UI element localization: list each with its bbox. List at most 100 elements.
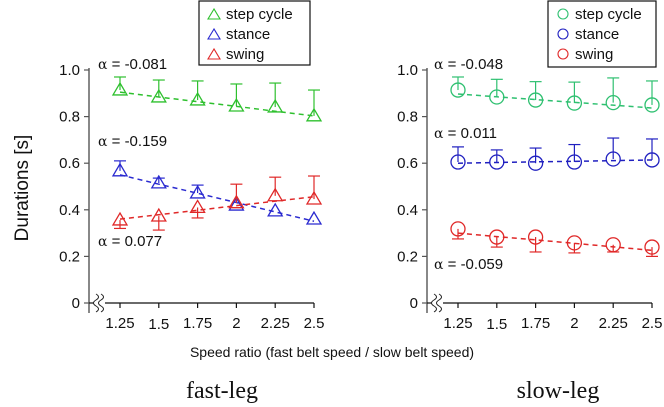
legend-triangle-icon xyxy=(207,7,221,20)
data-point xyxy=(228,97,245,112)
data-point xyxy=(566,235,583,251)
trend-line xyxy=(119,91,315,117)
x-tick-label: 1.25 xyxy=(105,315,134,332)
legend-label: swing xyxy=(226,46,264,63)
y-tick-label: 0.2 xyxy=(397,248,418,265)
series-step-cycle: α = -0.048 xyxy=(434,56,660,113)
legend-slow-leg: step cycle stance swing xyxy=(547,0,657,68)
data-point xyxy=(150,207,167,222)
data-point xyxy=(267,98,284,113)
alpha-annotation: α = 0.077 xyxy=(98,233,162,250)
alpha-annotation: α = -0.081 xyxy=(98,56,167,73)
axis-break-icon xyxy=(98,293,104,313)
x-tick-label: 1.75 xyxy=(521,315,550,332)
y-axis-title: Durations [s] xyxy=(12,135,33,242)
legend-triangle-icon xyxy=(207,27,221,40)
y-tick-label: 0.2 xyxy=(59,248,80,265)
trend-line xyxy=(457,232,653,252)
data-point xyxy=(150,174,167,189)
y-tick-label: 0.8 xyxy=(59,109,80,126)
data-point xyxy=(527,92,544,108)
panel-title-fast-leg: fast-leg xyxy=(186,378,258,404)
series-stance: α = 0.011 xyxy=(434,125,660,171)
y-tick-label: 0 xyxy=(72,295,80,312)
data-point xyxy=(267,202,284,217)
y-tick-label: 1.0 xyxy=(397,62,418,79)
x-tick-label: 1.75 xyxy=(183,315,212,332)
x-tick-label: 2.5 xyxy=(642,315,663,332)
data-point xyxy=(305,210,323,225)
trend-line xyxy=(457,159,653,164)
data-point xyxy=(644,239,660,255)
alpha-annotation: α = -0.048 xyxy=(434,56,503,73)
legend-box xyxy=(547,0,657,68)
x-tick-label: 1.5 xyxy=(148,316,169,333)
legend-label: step cycle xyxy=(226,6,293,23)
data-point xyxy=(644,97,660,113)
y-tick-label: 0.6 xyxy=(59,155,80,172)
data-point xyxy=(566,95,583,111)
data-point xyxy=(605,237,621,253)
data-point xyxy=(305,190,323,205)
legend-circle-icon xyxy=(557,8,569,20)
panel-fast-leg: 0 0.2 0.4 0.6 0.8 1.0 1.25 1.5 1.75 2 2.25 2.5 α = -… xyxy=(59,0,325,333)
y-tick-label: 0.4 xyxy=(397,202,418,219)
series-swing: α = 0.077 xyxy=(98,175,323,250)
data-point xyxy=(489,154,505,170)
panel-slow-leg: 0 0.2 0.4 0.6 0.8 1.0 1.25 1.5 1.75 2 2.25 2.5 α = -… xyxy=(397,0,663,333)
data-point xyxy=(450,82,466,98)
axis-break-icon xyxy=(436,293,442,313)
data-point xyxy=(111,211,129,226)
x-tick-label: 1.25 xyxy=(443,315,472,332)
legend-label: step cycle xyxy=(575,6,642,23)
legend-circle-icon xyxy=(557,48,569,60)
x-axis-title: Speed ratio (fast belt speed / slow belt… xyxy=(190,344,474,360)
data-point xyxy=(527,155,544,171)
data-point xyxy=(489,229,505,245)
legend-label: stance xyxy=(575,26,619,43)
y-tick-label: 1.0 xyxy=(59,62,80,79)
data-point xyxy=(111,162,129,177)
alpha-annotation: α = -0.159 xyxy=(98,133,167,150)
data-point xyxy=(228,196,245,211)
series-swing: α = -0.059 xyxy=(434,221,660,273)
axis-break-icon xyxy=(431,293,437,313)
axis-break-icon xyxy=(93,293,99,313)
series-step-cycle: α = -0.081 xyxy=(98,56,323,122)
legend-fast-leg: step cycle stance swing xyxy=(198,0,311,66)
x-tick-label: 2.25 xyxy=(261,315,290,332)
x-tick-label: 2.25 xyxy=(599,315,628,332)
y-tick-label: 0.6 xyxy=(397,155,418,172)
data-point xyxy=(189,91,206,106)
x-tick-label: 1.5 xyxy=(486,316,507,333)
x-tick-label: 2.5 xyxy=(304,315,325,332)
alpha-annotation: α = 0.011 xyxy=(434,125,497,142)
data-point xyxy=(489,89,505,105)
legend-label: swing xyxy=(575,46,613,63)
alpha-annotation: α = -0.059 xyxy=(434,256,503,273)
trend-line xyxy=(119,174,315,222)
data-point xyxy=(644,152,660,168)
data-point xyxy=(305,107,323,122)
legend-triangle-icon xyxy=(207,47,221,60)
legend-circle-icon xyxy=(557,28,569,40)
trend-line xyxy=(119,196,315,220)
panel-title-slow-leg: slow-leg xyxy=(517,378,600,404)
x-tick-label: 2 xyxy=(570,315,578,332)
data-point xyxy=(189,184,206,199)
series-stance: α = -0.159 xyxy=(98,133,323,225)
y-tick-label: 0.4 xyxy=(59,202,80,219)
data-point xyxy=(189,199,206,214)
y-tick-label: 0 xyxy=(410,295,418,312)
data-point xyxy=(605,151,621,167)
data-point xyxy=(450,221,466,237)
data-point xyxy=(450,154,466,170)
x-tick-label: 2 xyxy=(232,315,240,332)
legend-label: stance xyxy=(226,26,270,43)
data-point xyxy=(605,94,621,111)
data-point xyxy=(267,187,284,202)
y-tick-label: 0.8 xyxy=(397,109,418,126)
data-point xyxy=(566,154,583,170)
data-point xyxy=(111,81,129,96)
